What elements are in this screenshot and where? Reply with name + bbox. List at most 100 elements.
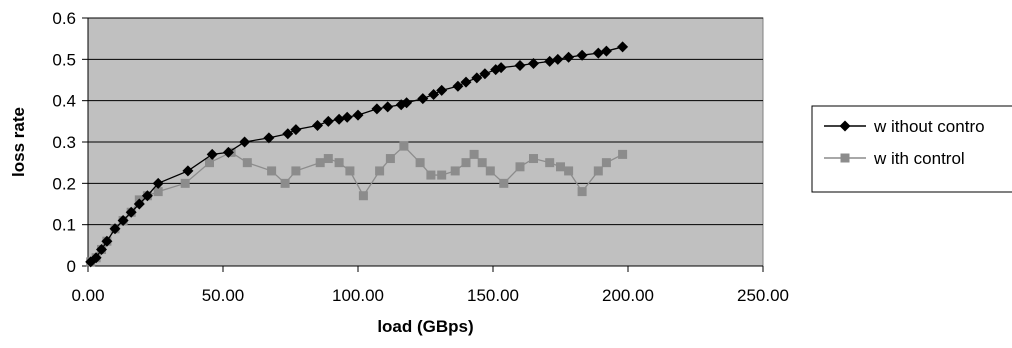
data-point <box>564 166 574 176</box>
data-point <box>593 166 603 176</box>
data-point <box>180 178 190 188</box>
data-point <box>125 206 137 218</box>
data-point <box>117 215 129 227</box>
data-point <box>267 166 277 176</box>
data-point <box>460 76 472 88</box>
data-point <box>334 158 344 168</box>
data-point <box>563 51 575 63</box>
data-point <box>282 128 294 140</box>
data-point <box>437 170 447 180</box>
y-axis-title: loss rate <box>9 107 28 177</box>
data-point <box>280 178 290 188</box>
series-group <box>85 41 629 268</box>
data-point <box>417 93 429 105</box>
y-tick-label: 0.4 <box>52 92 76 111</box>
data-point <box>239 136 251 148</box>
legend-item: w ithout contro <box>824 117 985 136</box>
data-point <box>352 109 364 121</box>
data-point <box>515 162 525 172</box>
data-point <box>552 53 564 65</box>
y-tick-label: 0.3 <box>52 133 76 152</box>
data-point <box>499 178 509 188</box>
data-point <box>109 223 121 235</box>
data-point <box>576 49 588 61</box>
data-point <box>528 57 539 69</box>
data-point <box>469 149 479 159</box>
data-point <box>601 158 611 168</box>
x-tick-label: 0.00 <box>71 286 104 305</box>
data-point <box>242 158 252 168</box>
legend: w ithout contro w ith control <box>811 105 1012 193</box>
data-point <box>290 124 302 136</box>
data-point <box>141 190 153 202</box>
data-point <box>382 101 394 113</box>
data-point <box>545 158 555 168</box>
x-axis-title: load (GBps) <box>377 317 473 336</box>
data-point <box>479 68 491 80</box>
data-point <box>205 158 214 168</box>
data-point <box>544 55 556 67</box>
x-tick-label: 50.00 <box>202 286 245 305</box>
data-point <box>426 170 436 180</box>
legend-box <box>811 105 1012 193</box>
data-point <box>322 115 334 127</box>
data-point <box>399 141 409 151</box>
data-point <box>556 162 565 172</box>
data-point <box>600 45 612 57</box>
data-point <box>577 187 587 197</box>
data-point <box>477 158 487 168</box>
data-point <box>428 88 440 100</box>
data-point <box>341 111 353 123</box>
data-point <box>514 60 526 72</box>
data-point <box>90 252 102 264</box>
data-point <box>371 103 383 115</box>
data-point <box>96 243 107 255</box>
y-tick-label: 0.6 <box>52 9 76 28</box>
axes: 0 0.1 0.2 0.3 0.4 0.5 0.6 0.00 50.00 100.00 150.00… <box>52 9 789 305</box>
y-tick-label: 0 <box>67 257 76 276</box>
data-point <box>312 119 323 131</box>
data-point <box>291 166 301 176</box>
x-tick-label: 150.00 <box>467 286 519 305</box>
data-point <box>101 235 113 247</box>
data-point <box>182 165 194 177</box>
data-point <box>529 154 538 164</box>
data-point <box>152 177 164 189</box>
legend-item: w ith control <box>824 149 965 168</box>
legend-marker <box>839 120 851 132</box>
data-point <box>315 158 325 168</box>
y-tick-label: 0.1 <box>52 216 76 235</box>
legend-marker <box>840 153 850 163</box>
data-point <box>495 62 507 74</box>
data-point <box>436 84 448 96</box>
data-point <box>358 191 368 201</box>
data-point <box>471 72 483 84</box>
data-point <box>385 154 395 164</box>
x-tick-label: 200.00 <box>602 286 654 305</box>
data-point <box>222 146 234 158</box>
data-point <box>375 166 385 176</box>
data-point <box>323 154 333 164</box>
data-point <box>401 97 413 109</box>
data-point <box>485 166 495 176</box>
data-point <box>617 41 629 53</box>
legend-label: w ithout contro <box>873 117 985 136</box>
data-point <box>415 158 425 168</box>
series-without-control <box>85 41 629 268</box>
data-point <box>333 113 345 125</box>
data-point <box>450 166 460 176</box>
x-tick-label: 250.00 <box>737 286 789 305</box>
data-point <box>452 80 464 92</box>
y-tick-label: 0.5 <box>52 50 76 69</box>
data-point <box>461 158 471 168</box>
data-point <box>133 198 145 210</box>
data-point <box>345 166 355 176</box>
data-point <box>592 47 604 59</box>
legend-label: w ith control <box>873 149 965 168</box>
y-tick-label: 0.2 <box>52 174 76 193</box>
data-point <box>206 148 218 160</box>
x-tick-label: 100.00 <box>332 286 384 305</box>
data-point <box>618 149 628 159</box>
gridlines <box>88 17 763 226</box>
